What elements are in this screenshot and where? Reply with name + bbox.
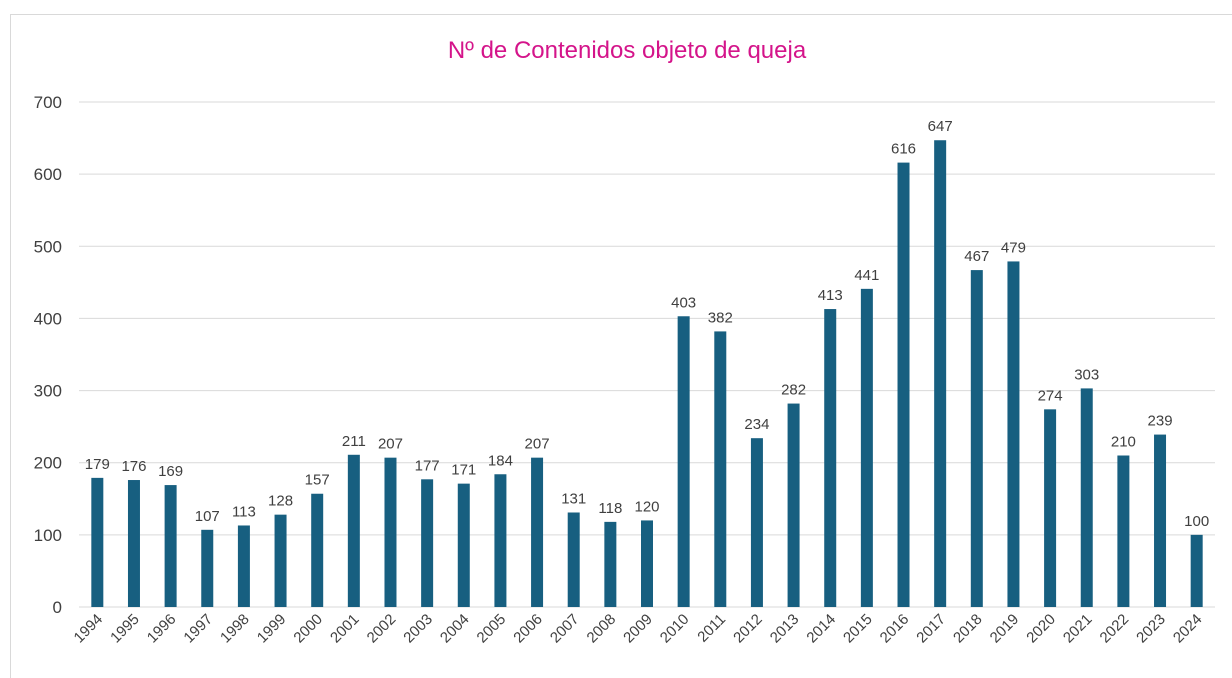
- bar: [494, 474, 507, 607]
- bar: [1117, 455, 1130, 607]
- data-label: 282: [781, 382, 806, 399]
- bar: [1154, 434, 1167, 607]
- bar: [1190, 534, 1203, 607]
- bar: [237, 525, 250, 607]
- data-label: 210: [1111, 434, 1136, 451]
- data-label: 118: [598, 500, 622, 517]
- data-label: 128: [268, 493, 293, 510]
- bar: [201, 529, 214, 607]
- bar: [274, 514, 287, 607]
- y-tick-label: 400: [34, 309, 62, 328]
- bar: [860, 288, 873, 607]
- data-label: 179: [85, 456, 110, 473]
- data-label: 169: [158, 463, 183, 480]
- bar: [1080, 388, 1093, 607]
- data-label: 177: [415, 457, 440, 474]
- data-label: 107: [195, 508, 220, 525]
- bar: [787, 403, 800, 607]
- data-label: 479: [1001, 239, 1026, 256]
- bar: [934, 140, 947, 607]
- data-label: 100: [1184, 513, 1209, 530]
- bar: [897, 162, 910, 607]
- data-label: 176: [121, 458, 146, 475]
- bar: [750, 438, 763, 607]
- y-tick-label: 0: [53, 598, 62, 617]
- y-tick-label: 600: [34, 165, 62, 184]
- y-tick-label: 100: [34, 526, 62, 545]
- bar: [421, 479, 434, 607]
- bar: [457, 483, 470, 607]
- bar: [384, 457, 397, 607]
- chart-frame: [10, 14, 1232, 678]
- data-label: 647: [928, 118, 953, 135]
- bar: [1007, 261, 1020, 607]
- data-label: 467: [964, 248, 989, 265]
- chart-title: Nº de Contenidos objeto de queja: [448, 37, 807, 64]
- bar: [824, 309, 837, 607]
- data-label: 207: [378, 436, 403, 453]
- data-label: 113: [232, 503, 256, 520]
- data-label: 616: [891, 141, 916, 158]
- data-label: 157: [305, 472, 330, 489]
- data-label: 207: [525, 436, 550, 453]
- data-label: 171: [451, 462, 476, 479]
- bar: [531, 457, 544, 607]
- y-tick-label: 200: [34, 454, 62, 473]
- bar: [91, 477, 104, 607]
- y-tick-label: 300: [34, 382, 62, 401]
- y-tick-label: 500: [34, 237, 62, 256]
- bar: [127, 480, 140, 607]
- bar: [347, 454, 360, 607]
- data-label: 403: [671, 294, 696, 311]
- bar: [677, 316, 690, 607]
- data-label: 211: [342, 433, 366, 450]
- data-label: 131: [561, 490, 586, 507]
- bar: [970, 270, 983, 607]
- bar: [311, 493, 324, 607]
- bar: [714, 331, 727, 607]
- bar: [1044, 409, 1057, 607]
- data-label: 234: [744, 416, 769, 433]
- data-label: 413: [818, 287, 843, 304]
- bar: [641, 520, 653, 607]
- y-tick-label: 700: [34, 93, 62, 112]
- data-label: 303: [1074, 366, 1099, 383]
- data-label: 274: [1038, 387, 1063, 404]
- data-label: 441: [854, 267, 879, 284]
- bar: [164, 485, 177, 607]
- bar: [567, 512, 580, 607]
- data-label: 239: [1148, 413, 1173, 430]
- bar: [604, 521, 617, 607]
- data-label: 184: [488, 452, 513, 469]
- data-label: 120: [634, 498, 659, 515]
- data-label: 382: [708, 309, 733, 326]
